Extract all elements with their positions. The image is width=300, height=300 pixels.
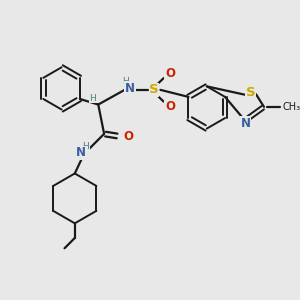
Text: N: N — [76, 146, 86, 159]
Text: O: O — [165, 67, 175, 80]
Text: S: S — [149, 83, 159, 96]
Text: S: S — [246, 86, 256, 99]
Text: H: H — [122, 77, 129, 86]
Text: O: O — [165, 100, 175, 113]
Text: H: H — [82, 142, 89, 151]
Text: H: H — [90, 94, 96, 103]
Text: N: N — [125, 82, 135, 95]
Text: N: N — [241, 117, 250, 130]
Text: CH₃: CH₃ — [282, 102, 300, 112]
Text: O: O — [124, 130, 134, 143]
